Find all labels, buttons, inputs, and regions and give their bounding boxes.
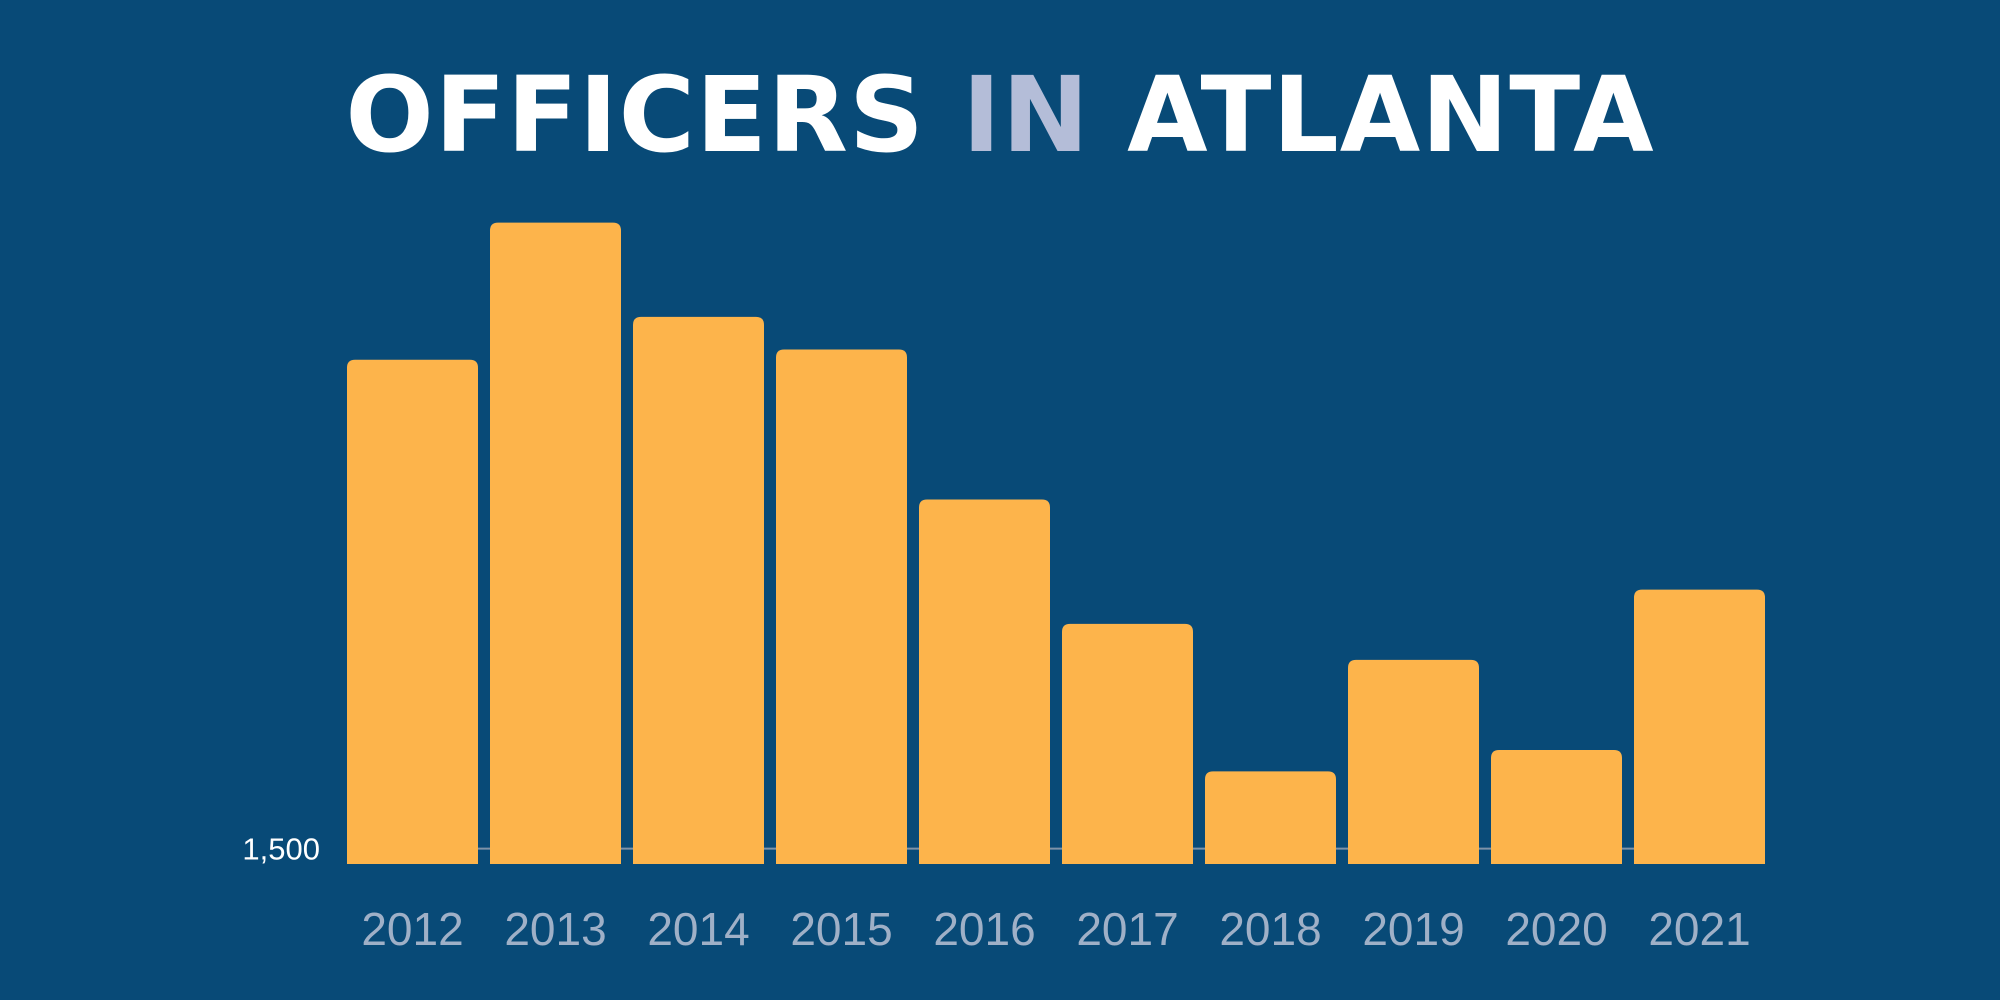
- title-word-atlanta: ATLANTA: [1127, 54, 1655, 176]
- title-word-officers: OFFICERS: [345, 54, 925, 176]
- x-label-2021: 2021: [1648, 903, 1750, 955]
- y-tick-label: 1,500: [242, 832, 320, 867]
- x-label-2015: 2015: [790, 903, 892, 955]
- bar-2013: [490, 222, 621, 864]
- x-label-2013: 2013: [504, 903, 606, 955]
- bar-2017: [1062, 623, 1193, 864]
- bar-2021: [1634, 589, 1765, 864]
- bar-2019: [1348, 659, 1479, 864]
- y-tick-labels: 1,500: [242, 832, 320, 867]
- x-label-2016: 2016: [933, 903, 1035, 955]
- x-label-2020: 2020: [1505, 903, 1607, 955]
- x-label-2014: 2014: [647, 903, 749, 955]
- x-label-2019: 2019: [1362, 903, 1464, 955]
- bars-group: [347, 222, 1765, 865]
- x-label-2017: 2017: [1076, 903, 1178, 955]
- chart-title: OFFICERS IN ATLANTA: [0, 55, 2000, 175]
- bar-2018: [1205, 771, 1336, 864]
- bar-2014: [633, 316, 764, 865]
- bar-2016: [919, 499, 1050, 864]
- x-label-2012: 2012: [361, 903, 463, 955]
- title-word-in: IN: [962, 54, 1090, 176]
- bar-2015: [776, 349, 907, 864]
- bar-2020: [1491, 749, 1622, 864]
- x-label-2018: 2018: [1219, 903, 1321, 955]
- x-category-labels: 2012 2013 2014 2015 2016 2017 2018 2019 2020 2021: [361, 903, 1750, 955]
- bar-2012: [347, 359, 478, 864]
